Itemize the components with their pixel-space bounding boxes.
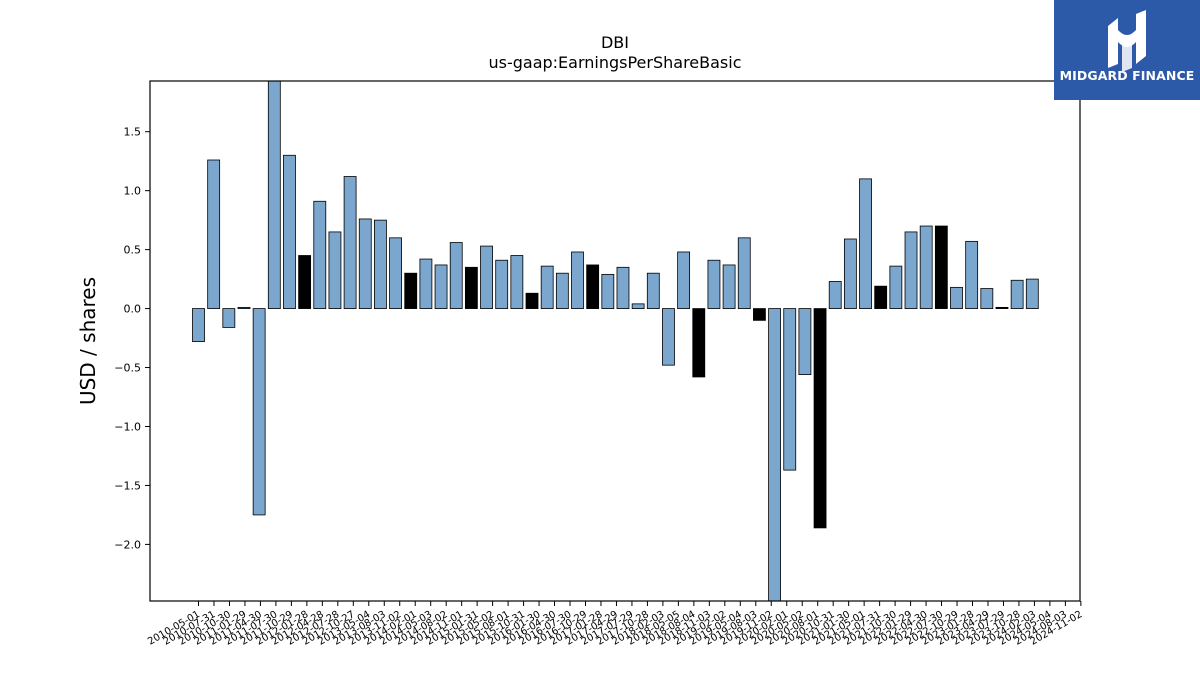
bar: [934, 225, 948, 309]
y-tick-label: 1.5: [124, 126, 142, 139]
bar: [753, 308, 766, 321]
y-tick-label: −1.0: [114, 420, 141, 433]
bar: [298, 255, 312, 309]
bar: [343, 176, 357, 309]
bar: [798, 308, 812, 376]
bar: [722, 264, 736, 309]
bar: [571, 251, 584, 309]
bar: [389, 237, 402, 309]
bar: [768, 308, 781, 602]
bar: [677, 251, 691, 309]
bar: [995, 306, 1009, 309]
bar: [586, 264, 600, 309]
bar: [404, 272, 418, 309]
bar: [464, 266, 478, 309]
bar: [449, 242, 463, 309]
plot-frame: [149, 80, 1081, 602]
bar: [525, 292, 539, 309]
bar: [859, 178, 872, 309]
bar: [874, 285, 888, 309]
brand-name: MIDGARD FINANCE: [1059, 68, 1195, 83]
bar: [419, 258, 433, 309]
bar: [965, 240, 979, 309]
bar: [267, 80, 281, 309]
bar: [313, 200, 327, 309]
y-tick-label: −2.0: [114, 538, 141, 551]
bar: [510, 255, 524, 309]
bar: [601, 273, 615, 309]
bar: [434, 264, 448, 309]
bar: [222, 308, 236, 328]
bar: [904, 231, 918, 309]
bar: [828, 281, 842, 309]
bar: [480, 245, 493, 309]
bar: [540, 265, 554, 309]
y-tick-label: −0.5: [114, 362, 141, 375]
bar: [631, 303, 645, 309]
y-tick-label: 0.0: [124, 303, 142, 316]
bar: [783, 308, 797, 471]
y-tick-label: −1.5: [114, 479, 141, 492]
bar: [813, 308, 827, 529]
bar: [252, 308, 266, 516]
bar: [1025, 278, 1039, 309]
bar: [843, 238, 857, 309]
bar: [358, 218, 372, 309]
bars-group: [192, 80, 1039, 602]
bar: [662, 308, 675, 366]
y-axis-label: USD / shares: [76, 277, 100, 405]
bar: [1010, 279, 1024, 309]
x-axis-ticks: 2010-05-012010-07-312010-10-302011-01-29…: [146, 601, 1084, 648]
y-axis-ticks: −2.0 −1.5 −1.0 −0.5 0.0 0.5 1.0 1.5: [114, 126, 150, 551]
chart-subtitle: us-gaap:EarningsPerShareBasic: [488, 53, 741, 72]
bar: [950, 286, 963, 309]
y-tick-label: 1.0: [124, 185, 142, 198]
bar: [707, 259, 721, 309]
bar: [374, 219, 387, 309]
midgard-logo-icon: [1108, 10, 1146, 72]
bar: [283, 154, 296, 309]
bar: [646, 272, 660, 309]
bar: [555, 272, 569, 309]
brand-logo: MIDGARD FINANCE: [1054, 0, 1200, 100]
bar: [495, 259, 509, 309]
y-tick-label: 0.5: [124, 244, 142, 257]
bar: [980, 288, 994, 309]
bar: [237, 306, 251, 309]
bar: [328, 231, 342, 309]
bar: [692, 308, 706, 378]
bar: [919, 225, 933, 309]
bar: [207, 159, 221, 309]
chart-title: DBI: [601, 33, 629, 52]
bar: [737, 237, 751, 309]
bar: [616, 266, 630, 309]
bar: [889, 265, 903, 309]
bar: [192, 308, 205, 342]
